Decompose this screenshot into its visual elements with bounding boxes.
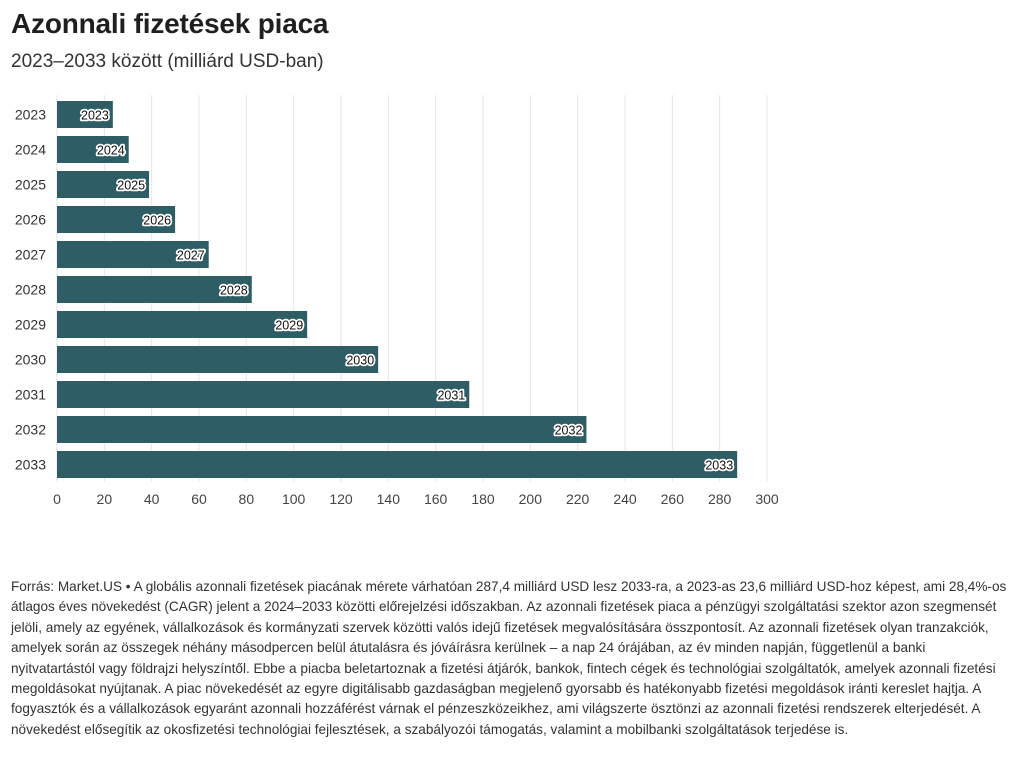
bar-data-label: 2024: [97, 144, 125, 158]
x-tick-label: 60: [191, 491, 207, 507]
chart-subtitle: 2023–2033 között (milliárd USD-ban): [11, 51, 324, 72]
source-note: Forrás: Market.US • A globális azonnali …: [11, 579, 1007, 737]
bar-data-label: 2025: [117, 179, 145, 193]
bar-data-label: 2023: [81, 109, 109, 123]
x-tick-label: 280: [708, 491, 732, 507]
x-tick-label: 20: [97, 491, 113, 507]
y-category-label: 2032: [15, 422, 46, 438]
x-tick-label: 140: [377, 491, 401, 507]
bar: [57, 276, 252, 303]
y-axis-labels: 2023 2024 2025 2026 2027 2028 2029 2030 2031 2032…: [15, 107, 46, 473]
bar: [57, 451, 738, 478]
x-tick-label: 100: [282, 491, 306, 507]
y-category-label: 2026: [15, 212, 46, 228]
x-tick-label: 240: [613, 491, 637, 507]
y-category-label: 2030: [15, 352, 46, 368]
x-tick-label: 0: [53, 491, 61, 507]
bar-data-label: 2027: [177, 249, 205, 263]
bar-data-label: 2030: [346, 354, 374, 368]
x-tick-label: 80: [239, 491, 255, 507]
y-category-label: 2024: [15, 142, 46, 158]
bar-data-label: 2033: [705, 459, 733, 473]
bar: [57, 416, 587, 443]
y-category-label: 2028: [15, 282, 46, 298]
bar-data-label: 2032: [555, 424, 583, 438]
bar-data-label: 2028: [220, 284, 248, 298]
x-tick-label: 220: [566, 491, 590, 507]
x-tick-label: 300: [755, 491, 779, 507]
bar-data-label: 2029: [275, 319, 303, 333]
y-category-label: 2027: [15, 247, 46, 263]
y-category-label: 2025: [15, 177, 46, 193]
bar: [57, 206, 176, 233]
bar-chart: 2023 2024 2025 2026 2027 2028 2029 2030 2031 2032…: [15, 95, 779, 507]
bar: [57, 171, 150, 198]
x-tick-label: 160: [424, 491, 448, 507]
x-tick-label: 120: [329, 491, 353, 507]
bar: [57, 346, 379, 373]
y-category-label: 2029: [15, 317, 46, 333]
bars: 2023 2024 2025 2026 2027 2028 2029 2030 2031 2032…: [57, 101, 738, 478]
y-category-label: 2033: [15, 457, 46, 473]
bar: [57, 241, 209, 268]
y-category-label: 2031: [15, 387, 46, 403]
bar: [57, 101, 113, 128]
x-tick-label: 180: [471, 491, 495, 507]
bar: [57, 381, 470, 408]
x-axis-ticks: 0 20 40 60 80 100 120 140 160 180 200 220 240 260 280 3…: [53, 491, 779, 507]
y-category-label: 2023: [15, 107, 46, 123]
bar: [57, 136, 129, 163]
x-tick-label: 40: [144, 491, 160, 507]
x-tick-label: 200: [519, 491, 543, 507]
bar-data-label: 2026: [143, 214, 171, 228]
bar-data-label: 2031: [437, 389, 465, 403]
chart-title: Azonnali fizetések piaca: [11, 8, 329, 39]
bar: [57, 311, 308, 338]
x-tick-label: 260: [661, 491, 685, 507]
